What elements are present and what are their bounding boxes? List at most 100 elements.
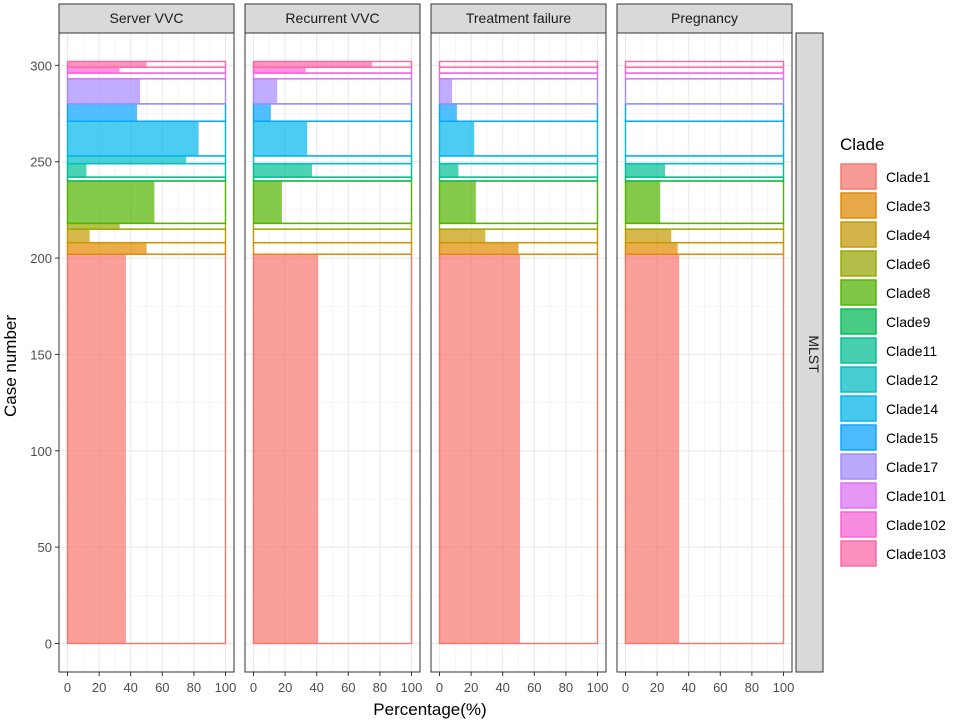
bar-recurrent-vvc-clade11 xyxy=(253,163,312,178)
legend-item-clade11: Clade11 xyxy=(840,337,937,364)
x-tick-label: 20 xyxy=(464,680,478,695)
y-tick-label: 100 xyxy=(30,444,52,459)
bar-treatment-failure-clade8 xyxy=(439,180,476,224)
bar-server-vvc-clade4 xyxy=(67,229,90,243)
panel-border xyxy=(58,32,235,673)
legend-swatch xyxy=(840,308,877,335)
panel-border xyxy=(616,32,793,673)
legend-item-clade4: Clade4 xyxy=(840,221,931,248)
bar-recurrent-vvc-clade1 xyxy=(253,254,319,644)
y-axis-label: Case number xyxy=(1,315,20,417)
x-tick-label: 80 xyxy=(745,680,759,695)
bar-server-vvc-clade15 xyxy=(67,103,138,122)
x-tick-label: 60 xyxy=(341,680,355,695)
bar-pregnancy-clade3 xyxy=(625,242,678,255)
legend-item-clade3: Clade3 xyxy=(840,192,931,219)
legend-swatch xyxy=(840,482,877,509)
legend-label: Clade12 xyxy=(886,372,938,388)
legend-item-clade102: Clade102 xyxy=(840,511,946,538)
bar-server-vvc-clade11 xyxy=(67,163,87,178)
facet-strip xyxy=(58,3,235,34)
x-tick-label: 100 xyxy=(215,680,237,695)
bar-recurrent-vvc-clade102 xyxy=(253,67,306,74)
facet-server-vvc: Server VVC 0 20 40 60 80 100 xyxy=(58,3,237,695)
x-tick-label: 20 xyxy=(278,680,292,695)
legend-label: Clade8 xyxy=(886,285,931,301)
bar-pregnancy-clade4 xyxy=(625,229,672,243)
x-tick-label: 60 xyxy=(527,680,541,695)
row-strip: MLST xyxy=(795,32,824,673)
legend-item-clade12: Clade12 xyxy=(840,366,938,393)
legend-item-clade1: Clade1 xyxy=(840,163,931,190)
facet-strip-label: Pregnancy xyxy=(671,10,738,26)
facet-strip xyxy=(430,3,607,34)
legend-label: Clade101 xyxy=(886,488,946,504)
x-tick-label: 100 xyxy=(773,680,795,695)
legend-item-clade8: Clade8 xyxy=(840,279,931,306)
legend-item-clade9: Clade9 xyxy=(840,308,931,335)
bar-recurrent-vvc-clade17 xyxy=(253,78,278,104)
bar-treatment-failure-clade3 xyxy=(439,242,519,255)
facet-strip-label: Treatment failure xyxy=(466,10,572,26)
bar-server-vvc-clade102 xyxy=(67,67,120,74)
x-tick-label: 0 xyxy=(64,680,71,695)
bar-recurrent-vvc-clade8 xyxy=(253,180,282,224)
legend-item-clade103: Clade103 xyxy=(840,540,946,567)
panel-border xyxy=(430,32,607,673)
x-tick-label: 0 xyxy=(250,680,257,695)
band-outline-clade103 xyxy=(438,60,599,68)
legend-label: Clade17 xyxy=(886,459,938,475)
bar-server-vvc-clade1 xyxy=(67,254,126,644)
y-axis: 0 50 100 150 200 250 300 xyxy=(30,58,59,652)
bar-recurrent-vvc-clade103 xyxy=(253,61,372,68)
bar-recurrent-vvc-clade15 xyxy=(253,103,271,122)
x-tick-label: 40 xyxy=(309,680,323,695)
legend-swatch xyxy=(840,511,877,538)
bar-server-vvc-clade14 xyxy=(67,121,199,156)
facet-strip xyxy=(616,3,793,34)
bar-pregnancy-clade8 xyxy=(625,180,661,224)
bar-treatment-failure-clade4 xyxy=(439,229,486,243)
legend-swatch xyxy=(840,395,877,422)
legend-label: Clade4 xyxy=(886,227,931,243)
facet-recurrent-vvc: Recurrent VVC 0 20 40 60 80 100 xyxy=(244,3,423,695)
legend-label: Clade103 xyxy=(886,546,946,562)
bar-server-vvc-clade6 xyxy=(67,223,120,230)
x-tick-label: 80 xyxy=(187,680,201,695)
y-tick-label: 250 xyxy=(30,155,52,170)
x-tick-label: 80 xyxy=(559,680,573,695)
panel-border xyxy=(244,32,421,673)
legend-swatch xyxy=(840,424,877,451)
legend-label: Clade6 xyxy=(886,256,931,272)
x-tick-label: 20 xyxy=(92,680,106,695)
legend-swatch xyxy=(840,163,877,190)
bar-recurrent-vvc-clade14 xyxy=(253,121,308,156)
facet-strip-label: Recurrent VVC xyxy=(285,10,379,26)
legend-swatch xyxy=(840,453,877,480)
legend-label: Clade102 xyxy=(886,517,946,533)
y-tick-label: 50 xyxy=(38,540,52,555)
bar-server-vvc-clade17 xyxy=(67,78,141,104)
facet-strip-label: Server VVC xyxy=(110,10,184,26)
x-tick-label: 100 xyxy=(401,680,423,695)
x-tick-label: 80 xyxy=(373,680,387,695)
legend: Clade Clade1 Clade3 Clade4 Clade6 Clade8 Clad… xyxy=(840,135,946,567)
legend-swatch xyxy=(840,366,877,393)
legend-swatch xyxy=(840,192,877,219)
y-tick-label: 300 xyxy=(30,58,52,73)
legend-swatch xyxy=(840,250,877,277)
bar-server-vvc-clade12 xyxy=(67,155,186,164)
legend-item-clade101: Clade101 xyxy=(840,482,946,509)
x-tick-label: 0 xyxy=(622,680,629,695)
x-tick-label: 40 xyxy=(681,680,695,695)
x-tick-label: 0 xyxy=(436,680,443,695)
bar-treatment-failure-clade17 xyxy=(439,78,453,104)
legend-label: Clade3 xyxy=(886,198,931,214)
band-outline-clade103 xyxy=(624,60,785,68)
bar-treatment-failure-clade14 xyxy=(439,121,475,156)
y-tick-label: 150 xyxy=(30,347,52,362)
bar-treatment-failure-clade1 xyxy=(439,254,521,644)
legend-swatch xyxy=(840,221,877,248)
facet-strip xyxy=(244,3,421,34)
x-axis-label: Percentage(%) xyxy=(373,700,486,719)
